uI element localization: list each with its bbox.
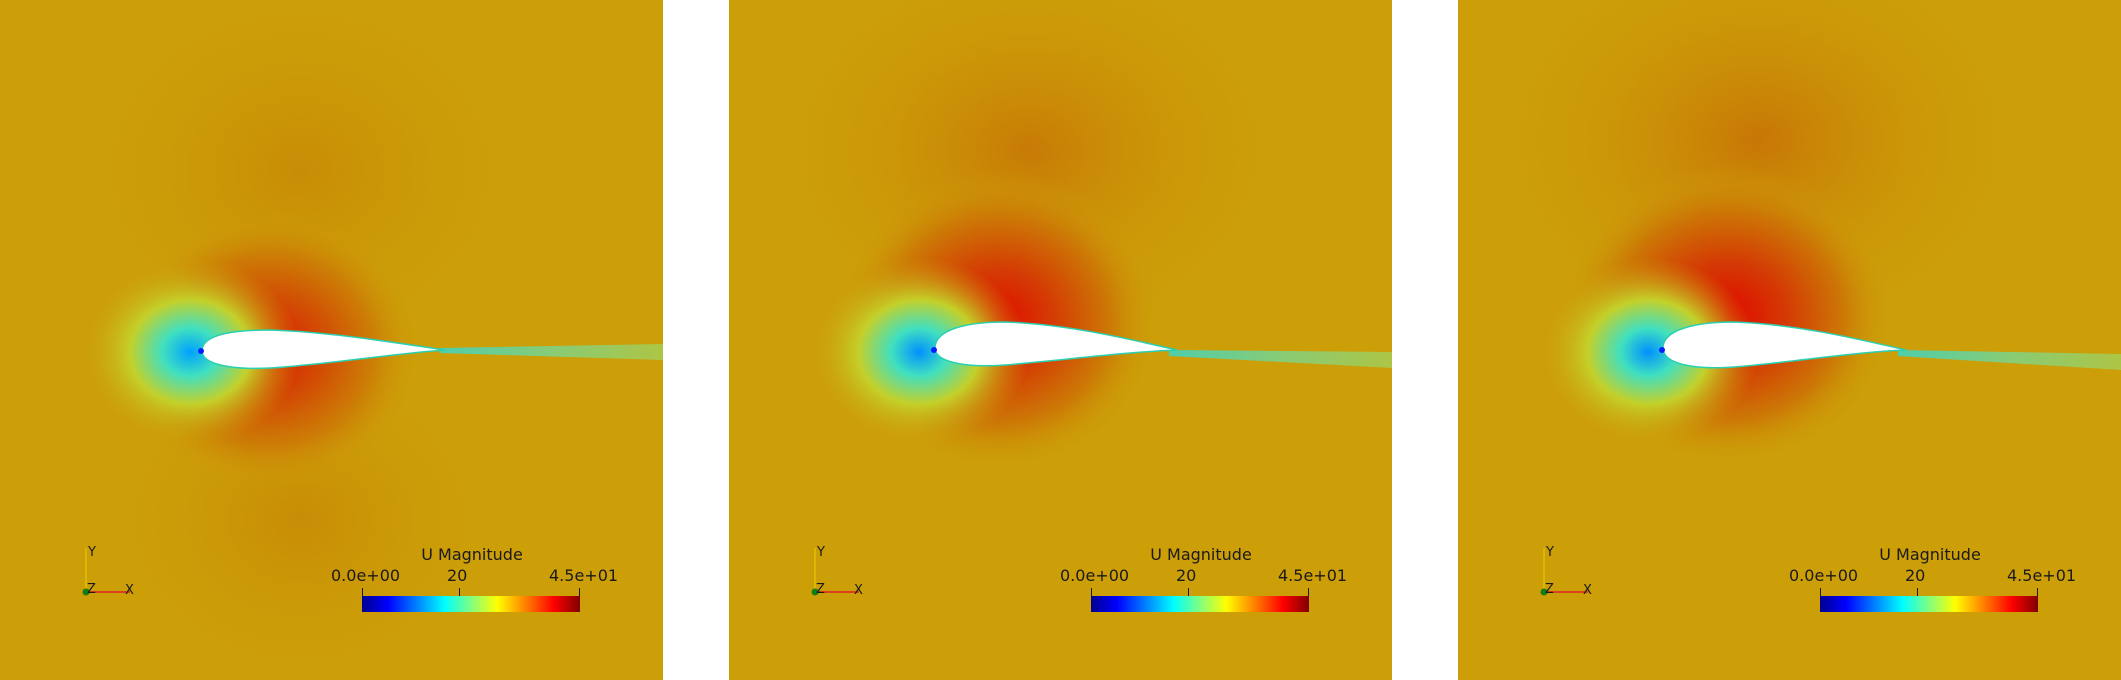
orientation-axes [82,548,130,596]
colorbar-tick [579,588,580,598]
colorbar-title: U Magnitude [421,545,523,564]
colorbar-tick [1820,588,1821,598]
colorbar-tick [459,588,460,598]
velocity-field-plot [729,0,1392,680]
z-axis-dot [811,588,819,596]
axis-label-y: Y [817,545,825,560]
colorbar-min-label: 0.0e+00 [331,566,401,585]
axis-label-z: Z [87,582,96,597]
z-axis-dot [1540,588,1548,596]
axis-label-x: X [125,583,134,598]
airfoil-shape [201,329,446,370]
colorbar-title: U Magnitude [1150,545,1252,564]
flow-field-panel-1: Y Z X U Magnitude 0.0e+00 20 4.5e+01 [0,0,663,680]
colorbar-max-label: 4.5e+01 [2007,566,2077,585]
colorbar-tick [1091,588,1092,598]
colorbar-gradient [1091,596,1309,612]
stagnation-point [198,348,204,354]
stagnation-region [80,257,300,447]
z-axis-dot [82,588,90,596]
colorbar-mid-label: 20 [447,566,468,585]
velocity-field-plot [1458,0,2121,680]
colorbar-tick [1917,588,1918,598]
colorbar-max-label: 4.5e+01 [549,566,619,585]
airfoil-shape [934,321,1178,367]
colorbar-min-label: 0.0e+00 [1060,566,1130,585]
colorbar-mid-label: 20 [1905,566,1926,585]
axis-label-x: X [854,583,863,598]
axis-label-y: Y [1546,545,1554,560]
colorbar-min-label: 0.0e+00 [1789,566,1859,585]
colorbar-tick [1308,588,1309,598]
colorbar-max-label: 4.5e+01 [1278,566,1348,585]
colorbar-title: U Magnitude [1879,545,1981,564]
orientation-axes [1540,548,1588,596]
flow-field-panel-3: Y Z X U Magnitude 0.0e+00 20 4.5e+01 [1458,0,2121,680]
flow-field-panel-2: Y Z X U Magnitude 0.0e+00 20 4.5e+01 [729,0,1392,680]
velocity-field-plot [0,0,663,680]
colorbar-gradient [1820,596,2038,612]
wake-region [1898,350,2121,370]
stagnation-point [1659,347,1665,353]
stagnation-region [809,257,1029,447]
axis-label-y: Y [88,545,96,560]
axis-label-x: X [1583,583,1592,598]
axis-label-z: Z [1545,582,1554,597]
orientation-axes [811,548,859,596]
colorbar-gradient [362,596,580,612]
colorbar-tick [2037,588,2038,598]
axis-label-z: Z [816,582,825,597]
wake-region [1169,350,1392,368]
wake-region [440,344,663,360]
airfoil-shape [1662,321,1907,369]
colorbar-tick [362,588,363,598]
colorbar-mid-label: 20 [1176,566,1197,585]
stagnation-region [1538,257,1758,447]
stagnation-point [931,347,937,353]
colorbar-tick [1188,588,1189,598]
